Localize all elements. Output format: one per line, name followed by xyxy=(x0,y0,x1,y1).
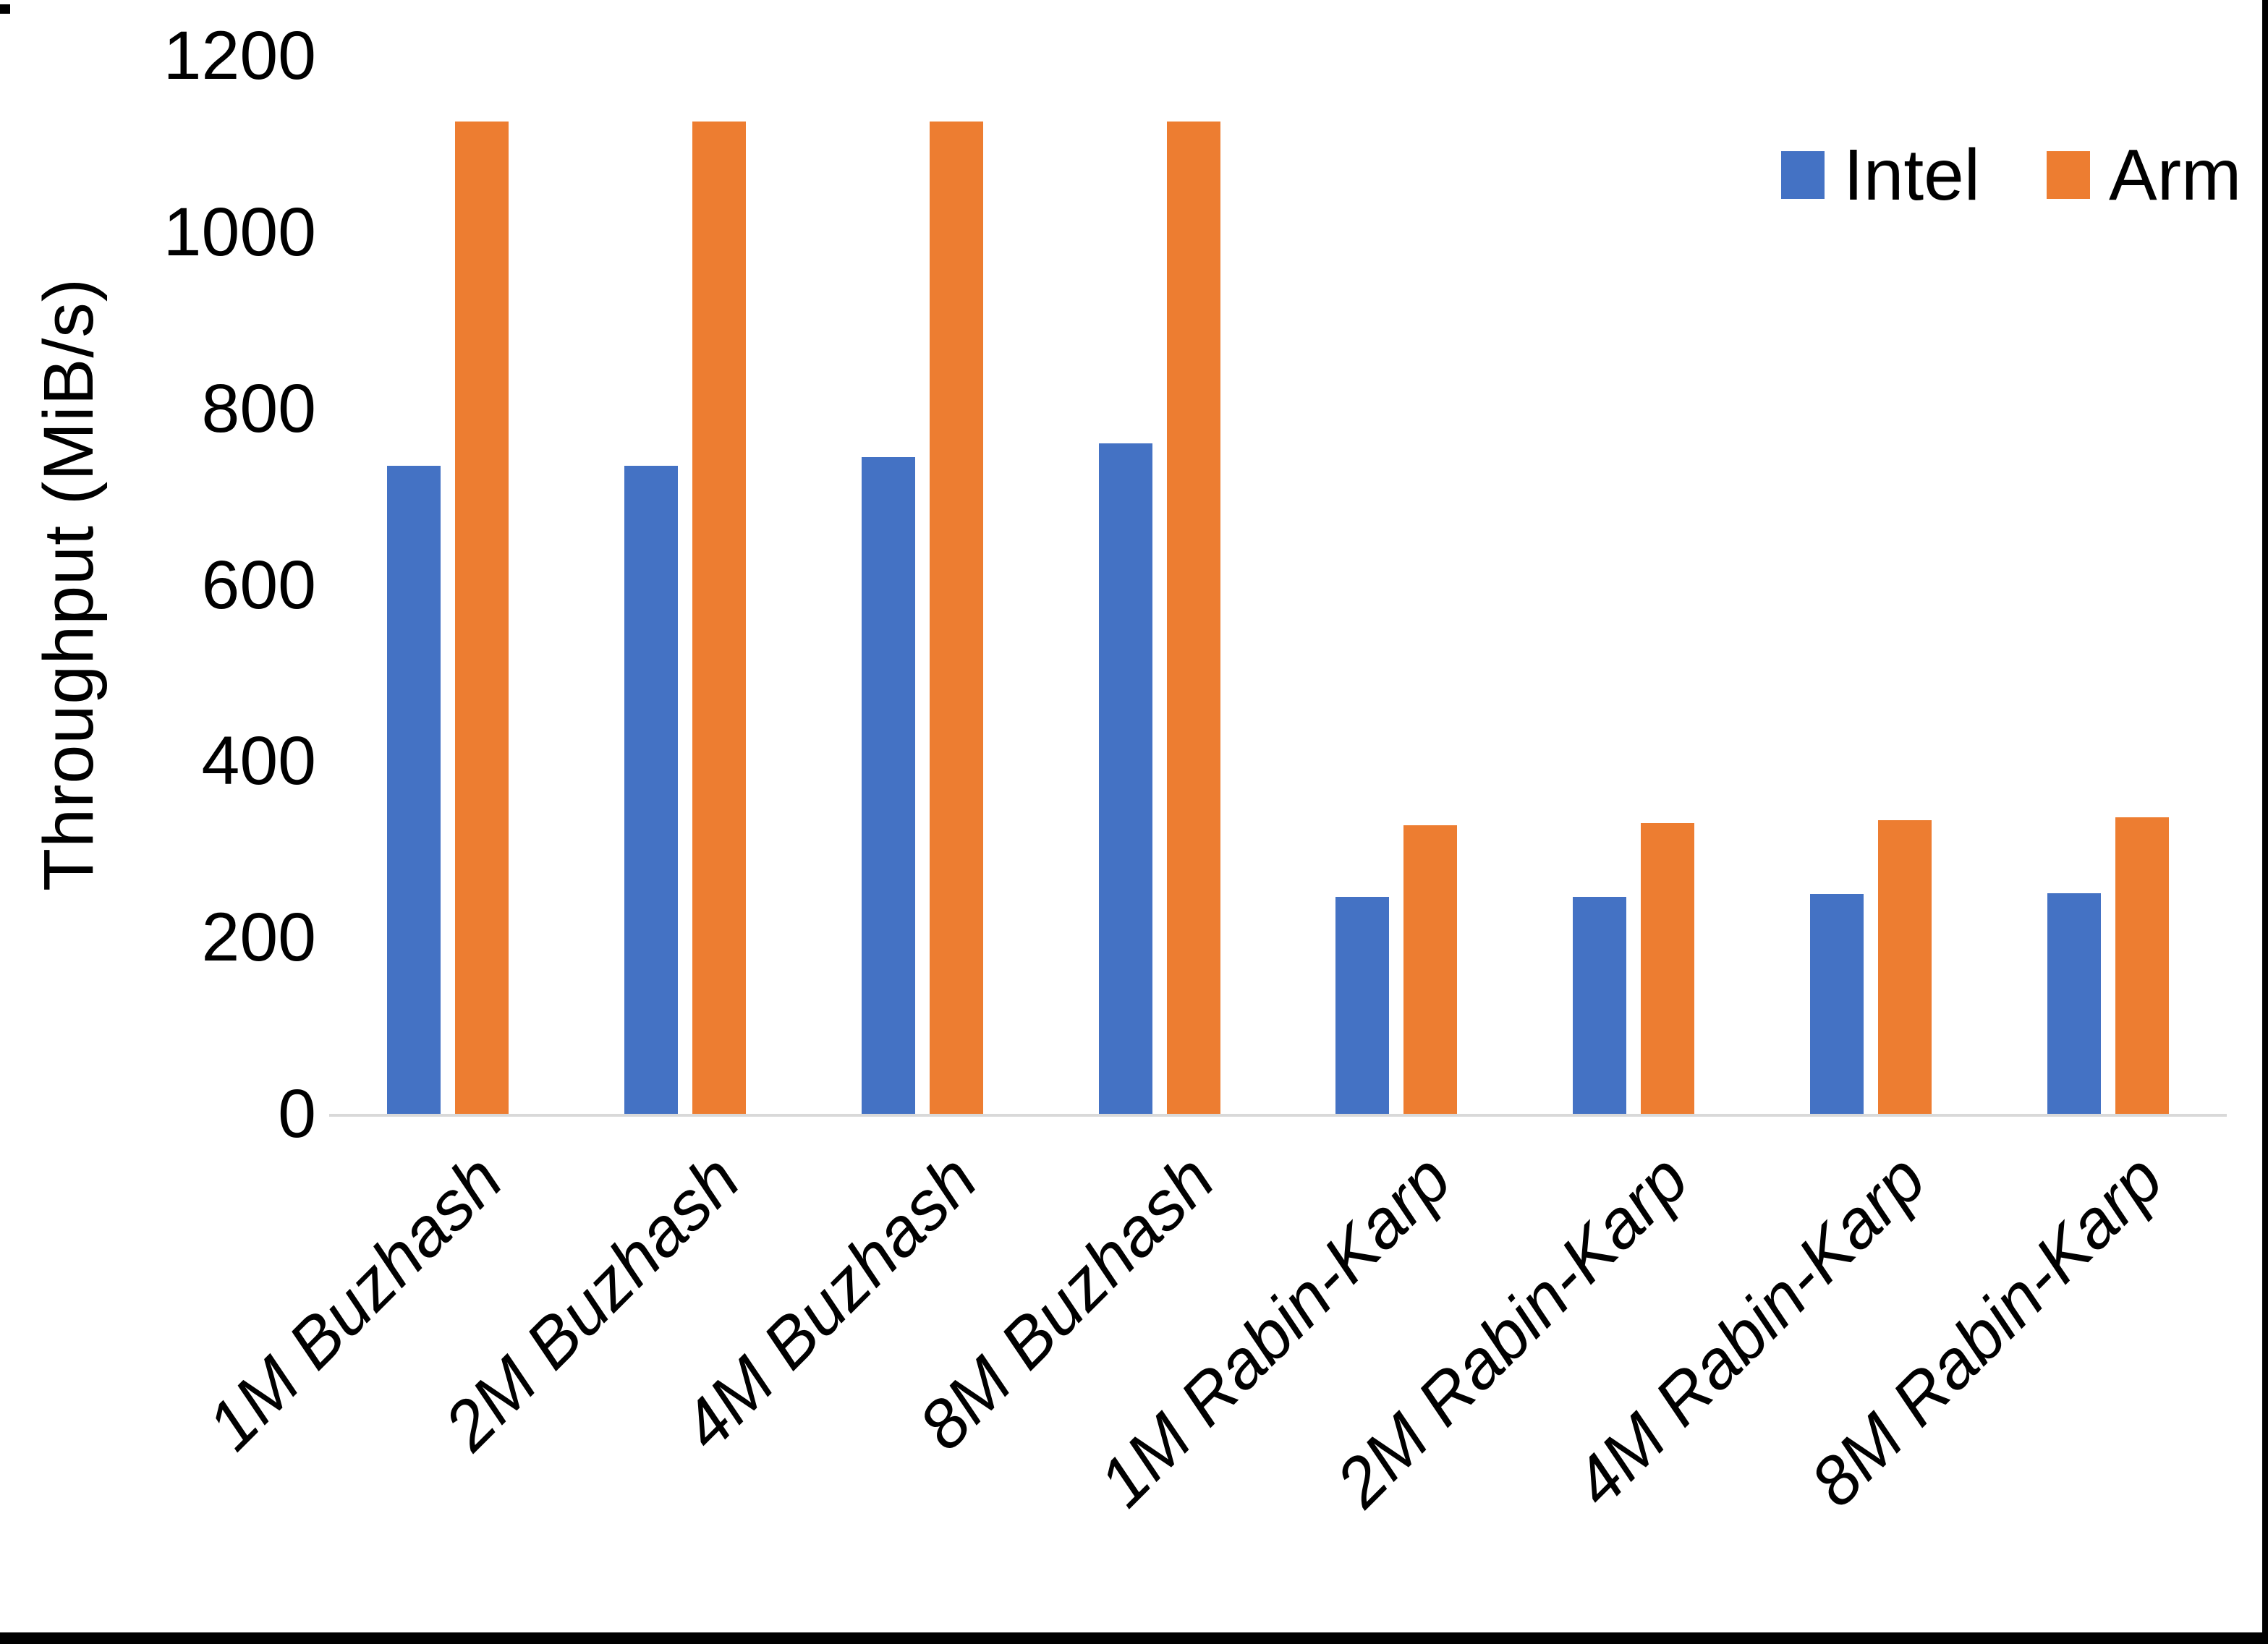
bar-arm-2m-rabin-karp xyxy=(1641,823,1695,1114)
bar-intel-8m-buzhash xyxy=(1098,443,1152,1114)
legend-item-intel: Intel xyxy=(1781,139,1980,211)
frame-corner-artifact xyxy=(0,4,10,14)
frame-border-bottom xyxy=(0,1632,2268,1644)
y-tick-label: 1000 xyxy=(163,193,316,271)
y-tick-label: 600 xyxy=(201,546,316,623)
frame-border-right xyxy=(2262,0,2268,1644)
legend: Intel Arm xyxy=(1781,139,2241,211)
bar-intel-8m-rabin-karp xyxy=(2047,893,2102,1114)
bar-arm-1m-buzhash xyxy=(454,122,509,1114)
bar-arm-2m-buzhash xyxy=(692,122,746,1114)
bar-intel-1m-buzhash xyxy=(386,466,441,1114)
x-axis-line xyxy=(329,1114,2227,1117)
bar-arm-8m-buzhash xyxy=(1166,122,1220,1114)
bar-arm-1m-rabin-karp xyxy=(1403,825,1458,1114)
bar-arm-4m-buzhash xyxy=(929,122,983,1114)
y-tick-label: 0 xyxy=(278,1076,316,1152)
bar-intel-4m-buzhash xyxy=(861,457,915,1114)
bar-arm-4m-rabin-karp xyxy=(1878,820,1932,1114)
y-tick-label: 800 xyxy=(201,370,316,447)
legend-swatch-intel xyxy=(1781,151,1825,199)
bar-intel-4m-rabin-karp xyxy=(1810,894,1864,1114)
y-tick-label: 1200 xyxy=(163,17,316,94)
y-tick-label: 400 xyxy=(201,723,316,800)
bar-intel-2m-buzhash xyxy=(624,466,678,1114)
y-axis-title: Throughput (MiB/s) xyxy=(29,277,108,892)
legend-label-intel: Intel xyxy=(1843,135,1981,216)
legend-swatch-arm xyxy=(2047,151,2091,199)
bar-arm-8m-rabin-karp xyxy=(2115,817,2170,1114)
bar-intel-1m-rabin-karp xyxy=(1335,897,1390,1114)
bar-intel-2m-rabin-karp xyxy=(1573,897,1627,1114)
y-tick-label: 200 xyxy=(201,899,316,976)
legend-label-arm: Arm xyxy=(2109,135,2242,216)
legend-item-arm: Arm xyxy=(2047,139,2241,211)
